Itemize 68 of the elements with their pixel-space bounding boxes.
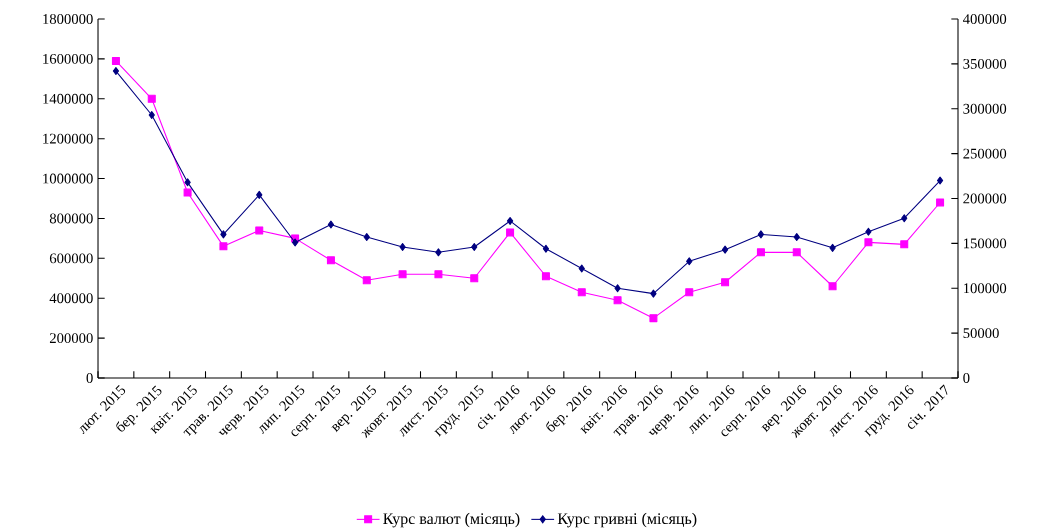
point [901, 214, 908, 223]
point [865, 227, 872, 236]
point [864, 238, 873, 247]
y-tick-label: 1400000 [43, 93, 93, 104]
point [649, 314, 658, 323]
point [721, 278, 730, 287]
point [147, 94, 156, 103]
point [578, 264, 585, 273]
point [614, 284, 621, 293]
point [542, 244, 550, 253]
point [219, 242, 228, 251]
point [506, 216, 514, 225]
legend-label: Курс валют (місяць) [383, 512, 520, 528]
point [650, 289, 657, 298]
point [255, 226, 264, 235]
point [399, 242, 406, 251]
point [936, 176, 944, 185]
point [792, 248, 801, 257]
point [756, 248, 765, 257]
point [900, 240, 909, 249]
y-tick-label: 600000 [49, 253, 93, 264]
y2-tick-label: 0 [963, 373, 970, 383]
y2-tick-label: 400000 [963, 14, 1007, 24]
point [326, 256, 335, 265]
point [541, 272, 550, 281]
point [327, 220, 335, 229]
point [721, 245, 729, 254]
point [613, 296, 622, 305]
point [434, 270, 443, 279]
y-tick-label: 1800000 [43, 14, 93, 24]
point [291, 238, 299, 247]
point [506, 228, 515, 237]
point [829, 243, 836, 252]
point [398, 270, 407, 279]
y2-tick-label: 250000 [963, 148, 1007, 159]
point [362, 276, 371, 285]
point [256, 190, 263, 199]
y2-tick-label: 100000 [964, 283, 1007, 294]
y2-tick-label: 350000 [963, 58, 1007, 69]
y-tick-label: 1200000 [43, 133, 93, 144]
point [793, 233, 800, 242]
point [183, 188, 192, 197]
y-tick-label: 800000 [49, 213, 93, 224]
y2-tick-label: 300000 [963, 103, 1007, 114]
y-tick-label: 1000000 [43, 173, 93, 184]
point [220, 230, 227, 239]
y2-tick-label: 50000 [963, 328, 999, 339]
point [470, 274, 479, 283]
y-tick-label: 400000 [49, 293, 93, 304]
y2-tick-label: 200000 [963, 193, 1007, 204]
point [471, 242, 478, 251]
point [435, 248, 442, 257]
legend-label: Курс гривні (місяць) [557, 512, 697, 528]
point [828, 282, 837, 291]
point [686, 257, 693, 266]
point [577, 288, 586, 297]
point [685, 288, 694, 297]
y-tick-label: 0 [86, 373, 93, 383]
point [363, 233, 370, 242]
point [936, 198, 945, 207]
point [111, 56, 120, 65]
y-tick-label: 200000 [49, 333, 93, 344]
y-tick-label: 1600000 [43, 53, 93, 64]
point [757, 230, 765, 239]
point [148, 111, 155, 120]
point [184, 178, 191, 187]
point [112, 67, 120, 76]
y2-tick-label: 150000 [964, 238, 1007, 249]
